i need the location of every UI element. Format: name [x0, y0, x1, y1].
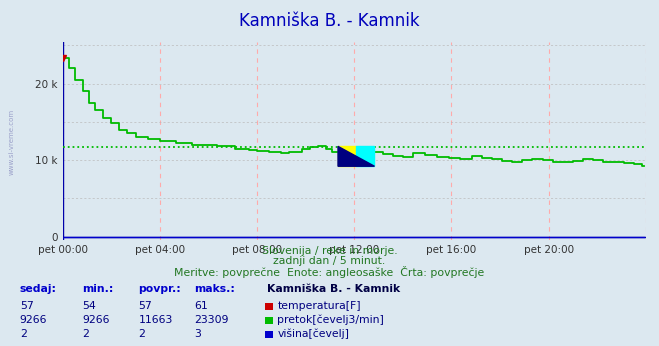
Text: Slovenija / reke in morje.: Slovenija / reke in morje.	[262, 246, 397, 256]
Text: višina[čevelj]: višina[čevelj]	[277, 329, 349, 339]
Text: pretok[čevelj3/min]: pretok[čevelj3/min]	[277, 315, 384, 325]
Bar	[338, 146, 357, 166]
Text: sedaj:: sedaj:	[20, 284, 57, 294]
Text: 9266: 9266	[82, 315, 110, 325]
Text: 23309: 23309	[194, 315, 229, 325]
Text: 57: 57	[20, 301, 34, 311]
Text: zadnji dan / 5 minut.: zadnji dan / 5 minut.	[273, 256, 386, 266]
Text: 9266: 9266	[20, 315, 47, 325]
Text: Meritve: povprečne  Enote: angleosaške  Črta: povprečje: Meritve: povprečne Enote: angleosaške Čr…	[175, 266, 484, 279]
Text: temperatura[F]: temperatura[F]	[277, 301, 361, 311]
Text: Kamniška B. - Kamnik: Kamniška B. - Kamnik	[267, 284, 400, 294]
Text: min.:: min.:	[82, 284, 114, 294]
Text: 11663: 11663	[138, 315, 173, 325]
Text: 2: 2	[138, 329, 145, 339]
Text: povpr.:: povpr.:	[138, 284, 181, 294]
Text: 3: 3	[194, 329, 201, 339]
Text: www.si-vreme.com: www.si-vreme.com	[9, 109, 14, 175]
Text: 54: 54	[82, 301, 96, 311]
Text: 61: 61	[194, 301, 208, 311]
Text: 57: 57	[138, 301, 152, 311]
Text: 2: 2	[20, 329, 26, 339]
Polygon shape	[338, 146, 374, 166]
Text: maks.:: maks.:	[194, 284, 235, 294]
Text: 2: 2	[82, 329, 89, 339]
Text: Kamniška B. - Kamnik: Kamniška B. - Kamnik	[239, 12, 420, 30]
Bar	[357, 146, 374, 166]
